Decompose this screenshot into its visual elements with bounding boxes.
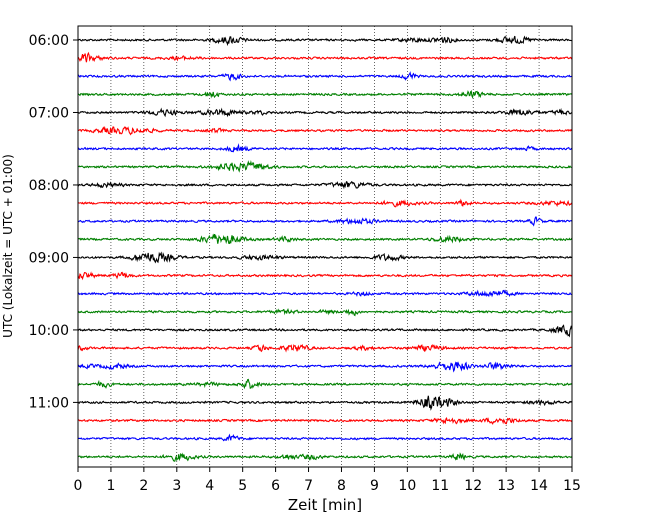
x-tick-label: 0: [74, 478, 83, 494]
grid-lines: [110, 26, 540, 467]
x-tick-label: 5: [238, 478, 247, 494]
seismic-trace: [77, 107, 573, 118]
x-tick-label: 6: [271, 478, 280, 494]
y-tick-label: 06:00: [29, 33, 69, 49]
seismic-traces: [77, 35, 573, 462]
seismic-trace: [77, 71, 573, 82]
seismic-trace: [77, 159, 573, 173]
x-tick-label: 9: [370, 478, 379, 494]
x-tick-label: 12: [464, 478, 482, 494]
x-tick-label: 11: [431, 478, 449, 494]
x-tick-label: 10: [398, 478, 416, 494]
seismic-trace: [77, 180, 573, 190]
seismic-trace: [77, 125, 573, 136]
x-axis-ticks: 0 1 2 3 4 5 6 7 8 9 10 11 12 13 14 15: [74, 467, 581, 494]
x-tick-label: 15: [563, 478, 581, 494]
x-tick-label: 2: [139, 478, 148, 494]
seismic-trace: [77, 343, 573, 353]
seismic-trace: [77, 307, 573, 317]
x-tick-label: 13: [497, 478, 515, 494]
plot-frame: [77, 25, 573, 468]
seismic-trace: [77, 417, 573, 425]
y-tick-label: 10:00: [29, 323, 69, 339]
x-tick-label: 8: [337, 478, 346, 494]
y-tick-label: 11:00: [29, 395, 69, 411]
seismic-trace: [77, 395, 573, 411]
y-axis-label: UTC (Lokalzeit = UTC + 01:00): [1, 154, 15, 338]
y-tick-label: 08:00: [29, 178, 69, 194]
seismic-trace: [77, 251, 573, 264]
seismic-trace: [77, 289, 573, 298]
x-axis-label: Zeit [min]: [288, 496, 362, 514]
x-tick-label: 3: [172, 478, 181, 494]
seismic-trace: [77, 89, 573, 99]
seismic-trace: [77, 378, 573, 390]
seismic-trace: [77, 51, 573, 63]
seismic-trace: [77, 233, 573, 245]
seismic-trace: [77, 361, 573, 373]
y-axis-ticks: 06:00 07:00 08:00 09:00 10:00 11:00: [29, 33, 78, 411]
seismic-trace: [77, 271, 573, 281]
seismic-trace: [77, 143, 573, 153]
seismic-trace: [77, 324, 573, 338]
y-tick-label: 09:00: [29, 250, 69, 266]
x-tick-label: 4: [205, 478, 214, 494]
seismic-trace: [77, 433, 573, 442]
x-tick-label: 1: [106, 478, 115, 494]
x-tick-label: 7: [304, 478, 313, 494]
seismic-trace: [77, 216, 573, 227]
y-tick-label: 07:00: [29, 105, 69, 121]
seismic-trace: [77, 35, 573, 47]
x-tick-label: 14: [530, 478, 548, 494]
seismic-trace: [77, 452, 573, 462]
seismic-trace: [77, 198, 573, 208]
